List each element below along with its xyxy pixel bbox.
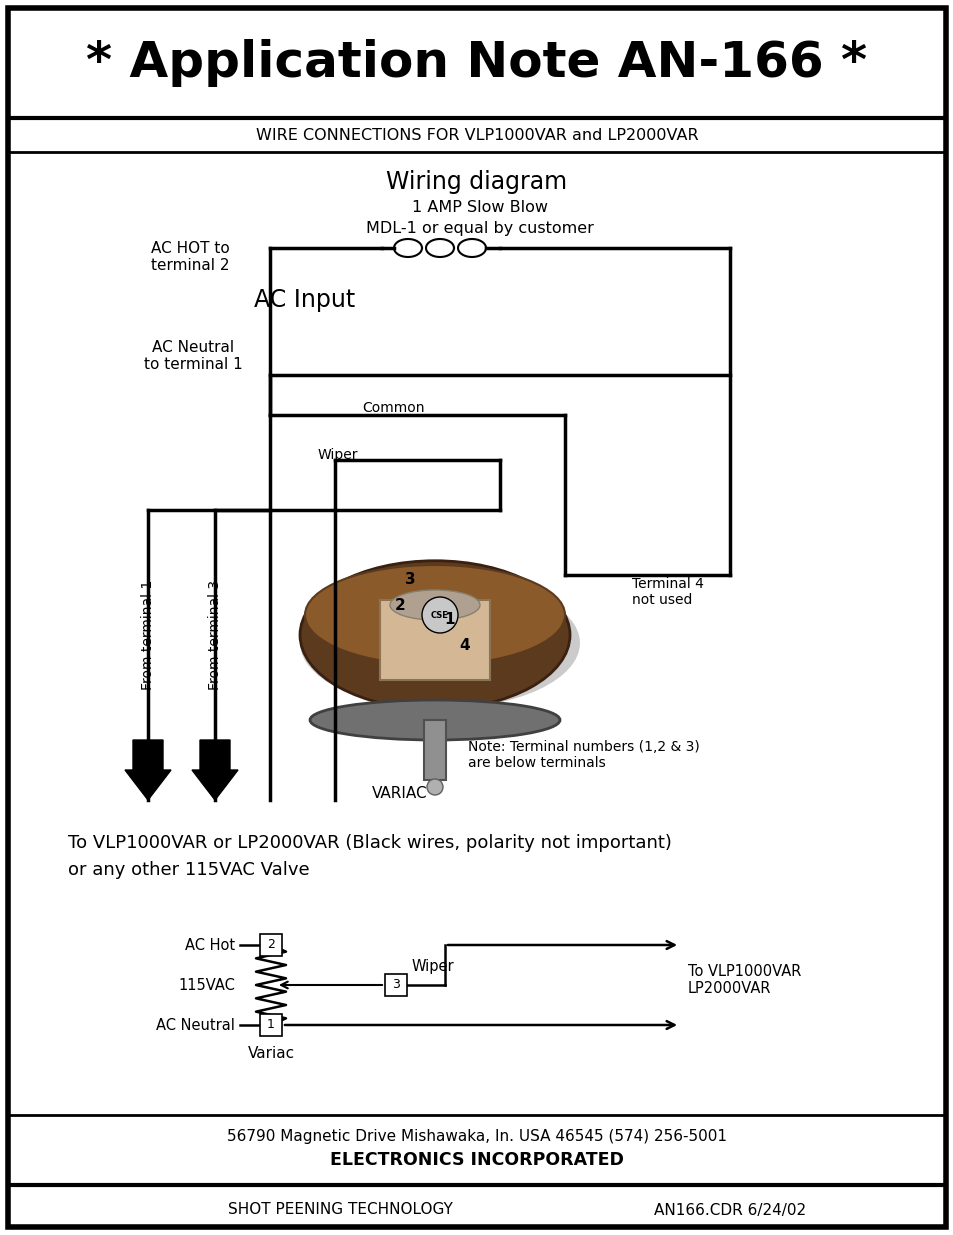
Text: ELECTRONICS INCORPORATED: ELECTRONICS INCORPORATED — [330, 1151, 623, 1170]
FancyBboxPatch shape — [379, 600, 490, 680]
Ellipse shape — [299, 577, 579, 709]
FancyBboxPatch shape — [385, 974, 407, 995]
Text: AC HOT to
terminal 2: AC HOT to terminal 2 — [151, 241, 229, 273]
Text: Wiper: Wiper — [412, 960, 455, 974]
Text: 1: 1 — [267, 1019, 274, 1031]
Text: 4: 4 — [459, 637, 470, 652]
Text: 1: 1 — [444, 613, 455, 627]
FancyBboxPatch shape — [260, 934, 282, 956]
FancyBboxPatch shape — [260, 1014, 282, 1036]
FancyBboxPatch shape — [423, 720, 446, 781]
Ellipse shape — [379, 598, 490, 642]
Text: Wiper: Wiper — [317, 448, 358, 462]
Text: Note: Terminal numbers (1,2 & 3)
are below terminals: Note: Terminal numbers (1,2 & 3) are bel… — [468, 740, 699, 771]
Text: MDL-1 or equal by customer: MDL-1 or equal by customer — [366, 221, 594, 236]
Circle shape — [427, 779, 442, 795]
Text: 1 AMP Slow Blow: 1 AMP Slow Blow — [412, 200, 547, 215]
Text: 2: 2 — [267, 939, 274, 951]
Text: Wiring diagram: Wiring diagram — [386, 170, 567, 194]
Polygon shape — [125, 740, 171, 800]
Ellipse shape — [299, 561, 569, 709]
Text: Variac: Variac — [247, 1046, 294, 1061]
Text: From terminal 1: From terminal 1 — [141, 580, 154, 690]
Text: 115VAC: 115VAC — [178, 977, 234, 993]
Text: AC Hot: AC Hot — [185, 937, 234, 952]
Text: 2: 2 — [395, 598, 405, 613]
Text: 56790 Magnetic Drive Mishawaka, In. USA 46545 (574) 256-5001: 56790 Magnetic Drive Mishawaka, In. USA … — [227, 1129, 726, 1144]
Text: 3: 3 — [392, 978, 399, 992]
Text: VARIAC: VARIAC — [372, 785, 427, 800]
Circle shape — [421, 597, 457, 634]
Text: To VLP1000VAR
LP2000VAR: To VLP1000VAR LP2000VAR — [687, 963, 801, 997]
Text: AC Neutral: AC Neutral — [156, 1018, 234, 1032]
Ellipse shape — [305, 564, 564, 664]
Text: Terminal 4
not used: Terminal 4 not used — [631, 577, 703, 608]
Text: or any other 115VAC Valve: or any other 115VAC Valve — [68, 861, 310, 879]
Text: WIRE CONNECTIONS FOR VLP1000VAR and LP2000VAR: WIRE CONNECTIONS FOR VLP1000VAR and LP20… — [255, 127, 698, 142]
Ellipse shape — [390, 590, 479, 620]
FancyBboxPatch shape — [8, 7, 945, 1228]
Text: AC Neutral
to terminal 1: AC Neutral to terminal 1 — [144, 340, 242, 372]
Text: 3: 3 — [404, 573, 415, 588]
Text: CSE: CSE — [431, 610, 449, 620]
Text: * Application Note AN-166 *: * Application Note AN-166 * — [87, 40, 866, 86]
Text: Common: Common — [361, 401, 424, 415]
Text: AN166.CDR 6/24/02: AN166.CDR 6/24/02 — [653, 1203, 805, 1218]
Ellipse shape — [310, 700, 559, 740]
Text: To VLP1000VAR or LP2000VAR (Black wires, polarity not important): To VLP1000VAR or LP2000VAR (Black wires,… — [68, 834, 671, 852]
Text: AC Input: AC Input — [254, 288, 355, 312]
Polygon shape — [192, 740, 237, 800]
Text: SHOT PEENING TECHNOLOGY: SHOT PEENING TECHNOLOGY — [228, 1203, 452, 1218]
Text: From terminal 3: From terminal 3 — [208, 580, 222, 690]
